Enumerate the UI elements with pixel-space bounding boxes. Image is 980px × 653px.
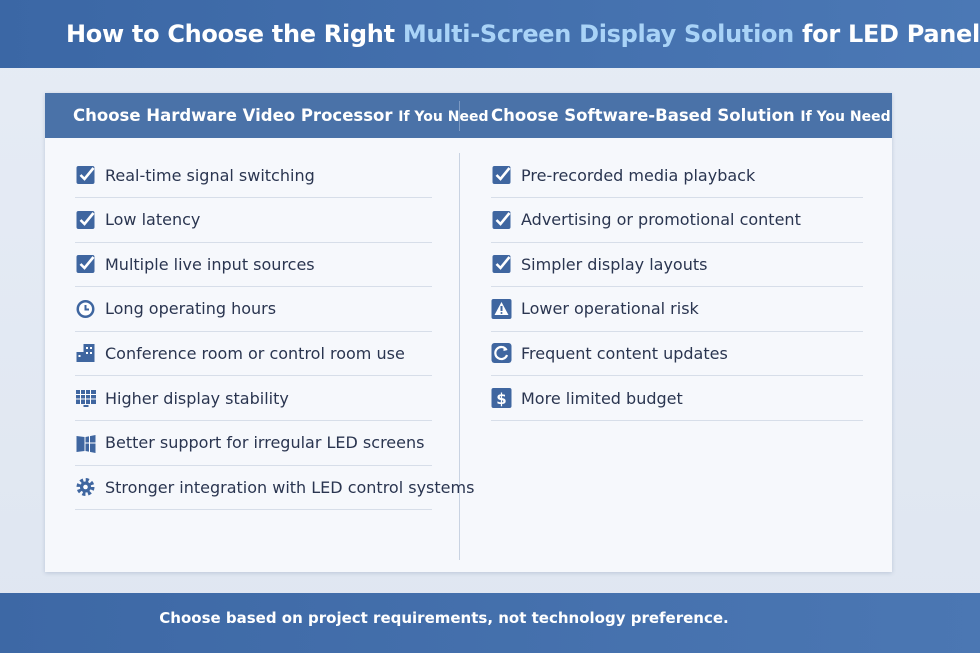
list-item: Lower operational risk xyxy=(491,287,863,332)
list-item: Multiple live input sources xyxy=(75,242,432,288)
column-heading: Choose Hardware Video Processor If You N… xyxy=(73,106,488,125)
icon xyxy=(491,343,512,364)
list-item: Low latency xyxy=(75,198,432,243)
list-item: Stronger integration with LED control sy… xyxy=(75,465,474,511)
heading-suffix: If You Need xyxy=(398,109,489,125)
list-item: Real-time signal switching xyxy=(75,153,432,198)
icon xyxy=(76,299,95,318)
item-text: More limited budget xyxy=(521,388,683,408)
icon xyxy=(76,166,95,184)
heading-text: Choose Hardware Video Processor xyxy=(73,106,393,125)
footer: Choose based on project requirements, no… xyxy=(0,593,980,653)
icon xyxy=(492,166,511,184)
item-text: Lower operational risk xyxy=(521,299,699,319)
item-text: Long operating hours xyxy=(105,299,277,319)
title-highlight: Multi-Screen Display Solution xyxy=(402,20,794,48)
item-text: Conference room or control room use xyxy=(105,343,405,363)
icon xyxy=(76,390,96,407)
list-item: Conference room or control room use xyxy=(75,331,432,377)
icon xyxy=(76,434,96,453)
divider xyxy=(459,101,460,131)
divider xyxy=(459,153,460,560)
item-text: Low latency xyxy=(105,210,201,230)
heading-suffix: If You Need xyxy=(800,109,891,125)
list-item: $ More limited budget xyxy=(491,376,863,421)
icon xyxy=(491,298,512,319)
icon xyxy=(76,478,95,497)
list-item: Long operating hours xyxy=(75,287,432,332)
item-text: Frequent content updates xyxy=(521,343,728,363)
item-text: Advertising or promotional content xyxy=(521,210,801,230)
comparison-panel: Choose Hardware Video Processor If You N… xyxy=(45,93,892,572)
list-item: Simpler display layouts xyxy=(491,242,863,288)
list-item: Higher display stability xyxy=(75,376,432,421)
list-item: Frequent content updates xyxy=(491,331,863,377)
list-item: Pre-recorded media playback xyxy=(491,153,863,198)
panel-header: Choose Hardware Video Processor If You N… xyxy=(45,93,892,138)
item-text: Stronger integration with LED control sy… xyxy=(105,477,475,497)
title-text: for LED Panels xyxy=(802,20,980,48)
list-item: Advertising or promotional content xyxy=(491,198,863,243)
icon xyxy=(76,210,95,229)
item-text: Multiple live input sources xyxy=(105,254,315,274)
item-text: Better support for irregular LED screens xyxy=(105,433,425,453)
title-text: How to Choose the Right xyxy=(66,20,395,48)
heading-text: Choose Software-Based Solution xyxy=(491,106,795,125)
item-text: Real-time signal switching xyxy=(105,165,315,185)
icon xyxy=(492,210,511,229)
header: How to Choose the Right Multi-Screen Dis… xyxy=(0,0,980,68)
footer-text: Choose based on project requirements, no… xyxy=(159,609,729,627)
svg-text:$: $ xyxy=(496,390,506,408)
icon xyxy=(76,344,95,363)
list-item: Better support for irregular LED screens xyxy=(75,421,432,466)
item-text: Pre-recorded media playback xyxy=(521,165,756,185)
icon: $ xyxy=(491,388,512,408)
title: How to Choose the Right Multi-Screen Dis… xyxy=(66,20,980,48)
item-text: Simpler display layouts xyxy=(521,254,708,274)
icon xyxy=(492,255,511,274)
icon xyxy=(76,255,95,274)
column-heading: Choose Software-Based Solution If You Ne… xyxy=(491,106,891,125)
item-text: Higher display stability xyxy=(105,388,289,408)
